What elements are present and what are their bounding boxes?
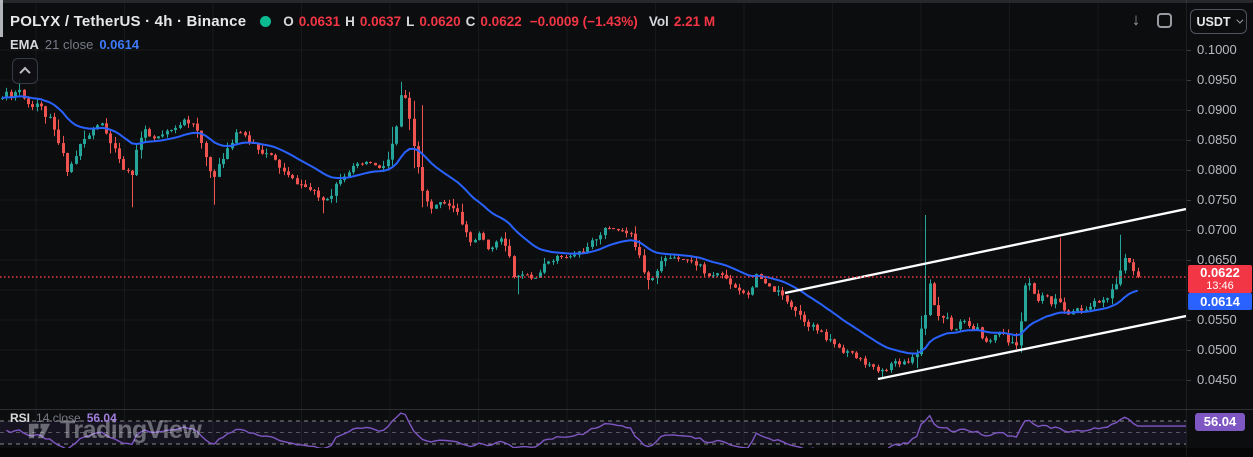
- price-scale-tick: [1187, 80, 1191, 81]
- rsi-name: RSI: [10, 411, 31, 425]
- ema-params: 21 close: [44, 37, 94, 52]
- fullscreen-button[interactable]: [1152, 8, 1176, 32]
- price-scale-label: 0.0950: [1197, 72, 1237, 87]
- rsi-params: 14 close: [36, 411, 81, 425]
- price-scale-tick: [1187, 50, 1191, 51]
- time-axis-strip: [0, 448, 1253, 457]
- price-chart-canvas[interactable]: [0, 0, 1186, 457]
- price-scale-tick: [1187, 170, 1191, 171]
- price-scale-label: 0.1000: [1197, 42, 1237, 57]
- open-label: O: [283, 13, 294, 29]
- change-value: −0.0009 (−1.43%): [529, 13, 638, 29]
- pane-separator[interactable]: [0, 409, 1253, 410]
- ema-indicator-legend[interactable]: EMA 21 close 0.0614: [10, 37, 139, 52]
- volume-label: Vol: [648, 13, 669, 29]
- price-scale-tick: [1187, 320, 1191, 321]
- price-scale-tick: [1187, 230, 1191, 231]
- ema-value: 0.0614: [99, 37, 140, 52]
- chart-legend: POLYX / TetherUS · 4h · Binance O 0.0631…: [10, 10, 715, 32]
- price-scale-label: 0.0750: [1197, 192, 1237, 207]
- rsi-value-badge: 56.04: [1195, 413, 1245, 431]
- market-status-icon[interactable]: [260, 15, 272, 27]
- price-scale-label: 0.0500: [1197, 342, 1237, 357]
- last-price-value: 0.0622: [1200, 265, 1240, 280]
- high-label: H: [345, 13, 355, 29]
- price-scale-tick: [1187, 140, 1191, 141]
- price-scale-label: 0.0800: [1197, 162, 1237, 177]
- price-scale-tick: [1187, 110, 1191, 111]
- close-value: 0.0622: [480, 13, 522, 29]
- bar-countdown: 13:46: [1206, 280, 1234, 292]
- tradingview-logo-icon: [28, 423, 51, 439]
- price-scale-label: 0.0550: [1197, 312, 1237, 327]
- fullscreen-icon: [1156, 12, 1172, 28]
- currency-label: USDT: [1196, 14, 1231, 29]
- volume-value: 2.21 M: [673, 13, 716, 29]
- ema-price-badge: 0.0614: [1188, 293, 1252, 310]
- last-price-badge: 0.0622 13:46: [1188, 265, 1252, 293]
- down-arrow-icon: ↓: [1131, 10, 1141, 29]
- rsi-indicator-legend[interactable]: RSI 14 close 56.04: [10, 411, 117, 425]
- price-scale-tick: [1187, 380, 1191, 381]
- close-label: C: [465, 13, 476, 29]
- chevron-down-icon: [1235, 16, 1243, 24]
- watermark-text: TradingView: [60, 416, 202, 444]
- rsi-value: 56.04: [86, 411, 117, 425]
- price-scale[interactable]: 0.0622 13:46 0.0614 56.04 0.1000 0.0950 0.…: [1186, 0, 1253, 457]
- low-label: L: [406, 13, 415, 29]
- price-scale-tick: [1187, 200, 1191, 201]
- price-scale-label: 0.0900: [1197, 102, 1237, 117]
- price-scale-label: 0.0650: [1197, 252, 1237, 267]
- price-scale-label: 0.0850: [1197, 132, 1237, 147]
- price-scale-label: 0.0700: [1197, 222, 1237, 237]
- open-value: 0.0631: [298, 13, 341, 29]
- ema-name: EMA: [10, 37, 39, 52]
- ohlc-values: O 0.0631 H 0.0637 L 0.0620 C 0.0622 −0.0…: [283, 14, 715, 29]
- chevron-up-icon: [19, 66, 31, 79]
- price-scale-label: 0.0450: [1197, 372, 1237, 387]
- collapse-toolbar-button[interactable]: [12, 58, 38, 84]
- scroll-to-recent-button[interactable]: ↓: [1124, 8, 1148, 32]
- low-value: 0.0620: [419, 13, 461, 29]
- price-scale-tick: [1187, 260, 1191, 261]
- tradingview-watermark: TradingView: [26, 416, 202, 445]
- currency-dropdown[interactable]: USDT: [1190, 9, 1247, 34]
- high-value: 0.0637: [359, 13, 402, 29]
- symbol-title[interactable]: POLYX / TetherUS · 4h · Binance: [10, 12, 247, 30]
- price-scale-tick: [1187, 350, 1191, 351]
